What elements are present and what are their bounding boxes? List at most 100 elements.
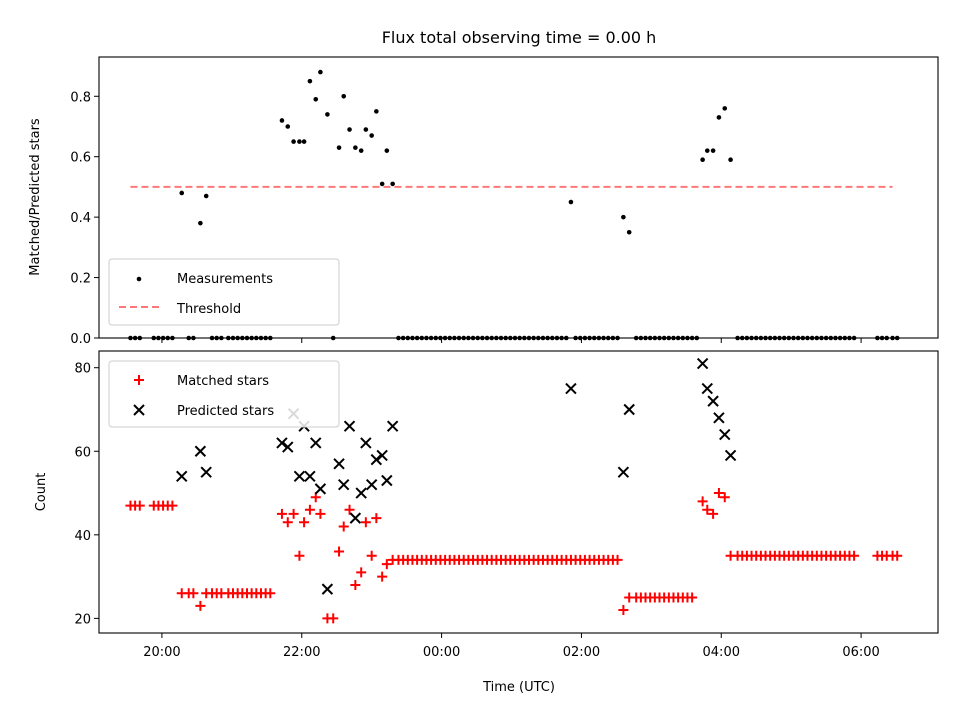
bottom-legend: Matched stars Predicted stars: [108, 360, 340, 428]
measurements-point: [301, 139, 307, 144]
predicted-stars-point: [376, 449, 388, 462]
matched-stars-point: [282, 517, 293, 528]
predicted-stars-point: [349, 512, 362, 524]
predicted-stars-point: [276, 437, 288, 449]
measurements-point: [325, 112, 330, 117]
matched-stars-point: [167, 500, 178, 511]
predicted-stars-point: [310, 437, 322, 449]
measurements-point: [369, 133, 374, 138]
matched-stars-point: [612, 554, 623, 565]
predicted-stars-point: [360, 437, 372, 449]
bottom-axes-frame: [98, 350, 939, 634]
bottom-legend-box: [108, 360, 340, 428]
predicted-stars-point: [338, 478, 350, 491]
matched-stars-point: [702, 504, 713, 515]
predicted-stars-point: [282, 441, 294, 453]
measurements-point: [291, 139, 296, 144]
matched-stars-point: [299, 517, 310, 528]
measurements-point: [297, 139, 302, 144]
measurements-point: [179, 190, 185, 196]
top-y-tick-label: 0.2: [70, 272, 91, 287]
measurements-point: [728, 157, 733, 163]
measurements-point: [626, 229, 632, 235]
predicted-stars-point: [386, 420, 399, 432]
matched-stars-point: [371, 513, 382, 524]
measurements-point: [285, 124, 291, 129]
measurements-point: [710, 148, 716, 153]
predicted-stars-point: [623, 403, 635, 416]
matched-stars-point: [288, 508, 299, 519]
matched-stars-point: [134, 500, 145, 511]
matched-stars-point: [338, 521, 349, 532]
bottom-y-tick-label: 80: [74, 362, 91, 377]
predicted-stars-point: [719, 428, 731, 441]
x-tick-label: 00:00: [423, 645, 460, 660]
predicted-stars-point: [617, 466, 630, 478]
legend-measurements-marker: [136, 276, 142, 282]
matched-stars-point: [713, 488, 724, 499]
legend-measurements-label: Measurements: [177, 272, 273, 287]
measurements-point: [363, 127, 369, 132]
predicted-stars-point: [333, 458, 345, 470]
predicted-stars-point: [701, 382, 713, 395]
predicted-stars-point: [314, 483, 327, 495]
x-tick-label: 22:00: [283, 645, 320, 660]
predicted-stars-point: [696, 357, 709, 370]
measurements-point: [336, 145, 342, 150]
legend-matched-label: Matched stars: [177, 374, 269, 389]
predicted-stars-point: [343, 420, 356, 432]
predicted-stars-point: [707, 395, 719, 407]
matched-stars-point: [265, 588, 276, 599]
predicted-stars-point: [724, 449, 737, 462]
top-legend-box: [108, 258, 340, 326]
predicted-stars-point: [370, 453, 383, 466]
matched-stars-point: [892, 550, 903, 561]
measurements-point: [203, 193, 209, 199]
x-axis-label: Time (UTC): [482, 680, 555, 695]
top-y-tick-label: 0.4: [70, 211, 91, 226]
predicted-stars-point: [293, 470, 306, 483]
measurements-point: [621, 214, 626, 220]
bottom-y-axis-label: Count: [34, 473, 49, 512]
matched-stars-point: [697, 496, 708, 507]
matched-stars-point: [360, 517, 371, 528]
predicted-stars-point: [713, 412, 725, 424]
measurements-point: [358, 148, 364, 153]
bottom-y-tick-label: 20: [74, 612, 91, 627]
top-y-axis-label: Matched/Predicted stars: [28, 118, 43, 276]
x-tick-label: 04:00: [703, 645, 740, 660]
x-tick-label: 06:00: [842, 645, 879, 660]
measurements-point: [307, 78, 313, 84]
matched-stars-point: [195, 600, 206, 611]
top-axis-ticks: 0.0 0.2 0.4 0.6 0.8: [70, 90, 862, 347]
measurements-point: [347, 127, 352, 132]
measurements-point: [374, 109, 379, 114]
matched-stars-point: [366, 550, 377, 561]
top-axes-frame: [98, 56, 939, 339]
matched-stars-point: [350, 579, 361, 590]
matched-stars-point: [304, 504, 315, 515]
measurements-point: [568, 199, 574, 205]
matched-stars-point: [708, 508, 719, 519]
matched-stars-point: [328, 613, 339, 624]
measurements-point: [379, 181, 385, 187]
measurements-point: [341, 93, 347, 99]
top-y-tick-label: 0.6: [70, 151, 91, 166]
matched-stars-point: [381, 559, 392, 570]
top-y-tick-label: 0.8: [70, 90, 91, 105]
legend-predicted-label: Predicted stars: [177, 404, 274, 419]
matched-stars-point: [377, 571, 388, 582]
matched-stars-point: [294, 550, 305, 561]
predicted-stars-point: [365, 478, 378, 491]
predicted-stars-point: [321, 583, 334, 595]
predicted-stars-point: [565, 382, 577, 395]
measurements-point: [279, 118, 285, 123]
measurements-point: [313, 97, 319, 102]
predicted-stars-point: [200, 466, 212, 478]
measurements-point: [384, 148, 390, 153]
bottom-data-marks: [125, 357, 903, 624]
predicted-stars-point: [194, 445, 207, 457]
predicted-stars-point: [355, 487, 367, 499]
predicted-stars-point: [304, 470, 316, 483]
